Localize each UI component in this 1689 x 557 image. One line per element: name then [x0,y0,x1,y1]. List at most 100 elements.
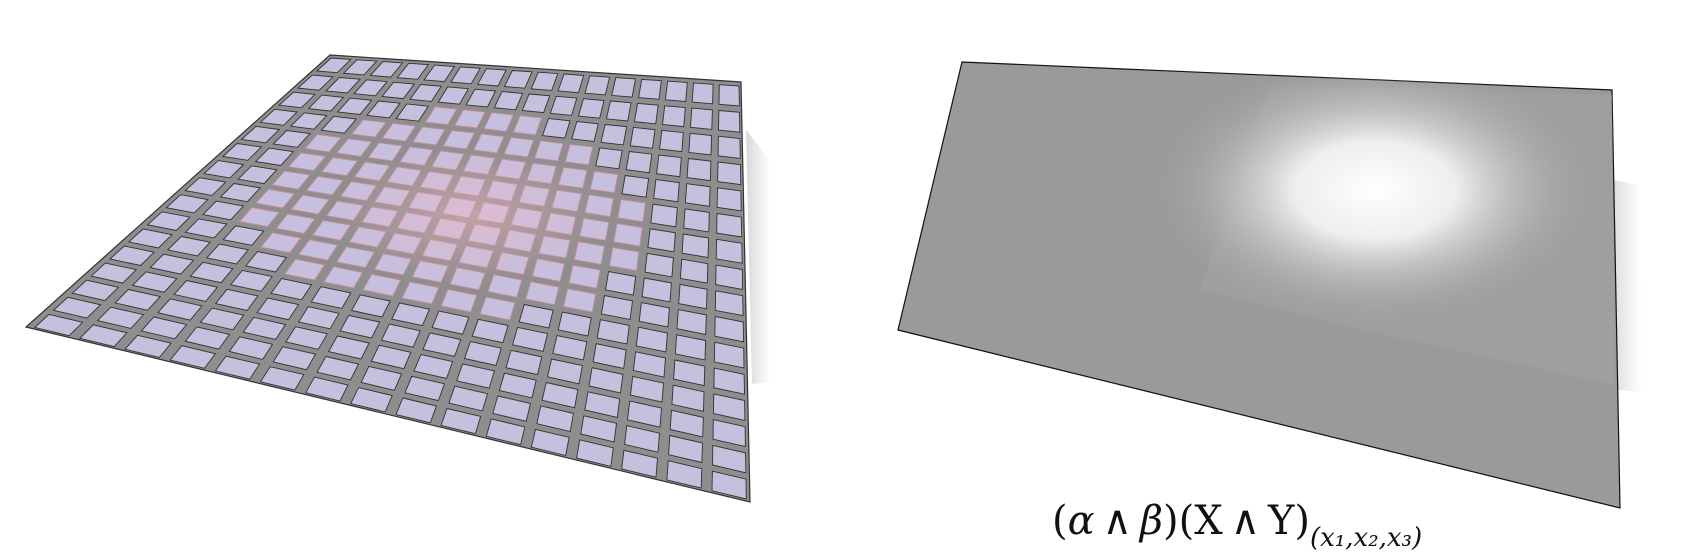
grid-tile [641,277,672,303]
formula-close-paren: ) [1294,498,1310,544]
grid-tile [714,290,744,317]
grid-tile [584,75,611,96]
grid-tile [221,143,263,161]
grid-tile [90,262,138,284]
svg-text:(α∧β)(X∧Y)(x₁,x₂,x₃): (α ∧ β)(X ∧ Y)(x₁,x₂,x₃) [1052,498,1422,553]
grid-tile [684,183,711,207]
grid-tile [656,154,682,178]
grid-tile [370,344,412,370]
grid-tile [688,132,713,156]
grid-tile [627,400,662,428]
grid-tile [127,228,173,249]
grid-tile [580,415,617,443]
grid-tile [353,79,388,97]
grid-tile [114,289,162,311]
formula-x: X [1194,498,1223,544]
grid-tile [202,200,245,221]
grid-tile [518,303,554,329]
grid-tile [199,307,245,331]
grid-tile [184,218,228,239]
grid-tile [52,296,102,319]
grid-tile [577,98,605,119]
grid-tile [256,297,300,321]
grid-tile [423,64,456,83]
grid-tile [600,295,634,321]
grid-tile [562,288,597,313]
grid-tile [79,324,128,348]
grid-tile [691,82,714,105]
grid-tile [437,86,470,105]
grid-tile [285,326,328,350]
grid-tile [228,336,274,360]
grid-tile [214,355,261,380]
grid-tile [146,211,191,231]
grid-tile [205,243,250,265]
grid-tile [592,343,627,370]
grid-tile [621,449,658,478]
grid-tile [714,316,745,343]
grid-tile [571,121,599,142]
grid-tile [290,194,330,215]
grid-tile [479,296,516,321]
grid-tile [711,470,747,500]
grid-tile [219,183,261,203]
smooth-surface [897,61,1642,509]
grid-tile [396,62,430,80]
grid-tile [315,57,352,74]
grid-tile [483,112,514,132]
grid-tile [681,233,710,259]
grid-tile [184,326,231,350]
grid-tile [664,80,688,102]
formula-open-paren: ( [1052,498,1068,544]
grid-tile [715,238,743,264]
grid-tile [625,151,653,174]
grid-tile [409,84,443,102]
grid-tile [638,78,662,100]
grid-tile [350,387,393,413]
grid-tile [541,381,579,409]
grid-tile [715,264,744,290]
formula-beta: β [1138,498,1163,544]
grid-tile [557,73,585,94]
grid-tile [298,239,339,261]
grid-tile [644,252,674,278]
grid-tile [717,161,742,186]
grid-tile [629,126,656,149]
grid-tile [463,341,502,367]
grid-tile [690,107,713,130]
grid-tile [173,280,219,302]
grid-tile [678,283,708,310]
grid-tile [671,384,705,412]
grid-tile [184,177,227,196]
grid-tile [270,278,313,301]
grid-tile [512,326,549,352]
grid-tile [546,358,583,385]
left-shadow [746,130,770,384]
grid-tile [259,366,305,391]
grid-tile [596,319,630,345]
grid-tile [525,281,560,306]
grid-tile [633,102,659,125]
grid-tile [716,212,743,238]
grid-tile [576,439,614,467]
grid-tile [465,88,497,108]
grid-tile [395,103,430,122]
grid-tile [448,385,489,412]
formula: (α ∧ β)(X ∧ Y)(x₁,x₂,x₃) [1052,498,1422,553]
grid-tile [718,110,741,133]
grid-tile [431,310,470,335]
grid-tile [440,288,478,313]
grid-tile [278,91,317,109]
grid-tile [380,323,421,348]
grid-tile [307,94,345,112]
grid-tile [498,372,537,399]
formula-alpha: α [1068,498,1095,544]
grid-tile [284,258,326,281]
grid-tile [350,119,387,138]
grid-tile [604,271,637,296]
grid-tile [653,179,680,203]
grid-tile [713,367,745,395]
grid-tile [713,341,745,369]
formula-y: Y [1267,498,1295,544]
